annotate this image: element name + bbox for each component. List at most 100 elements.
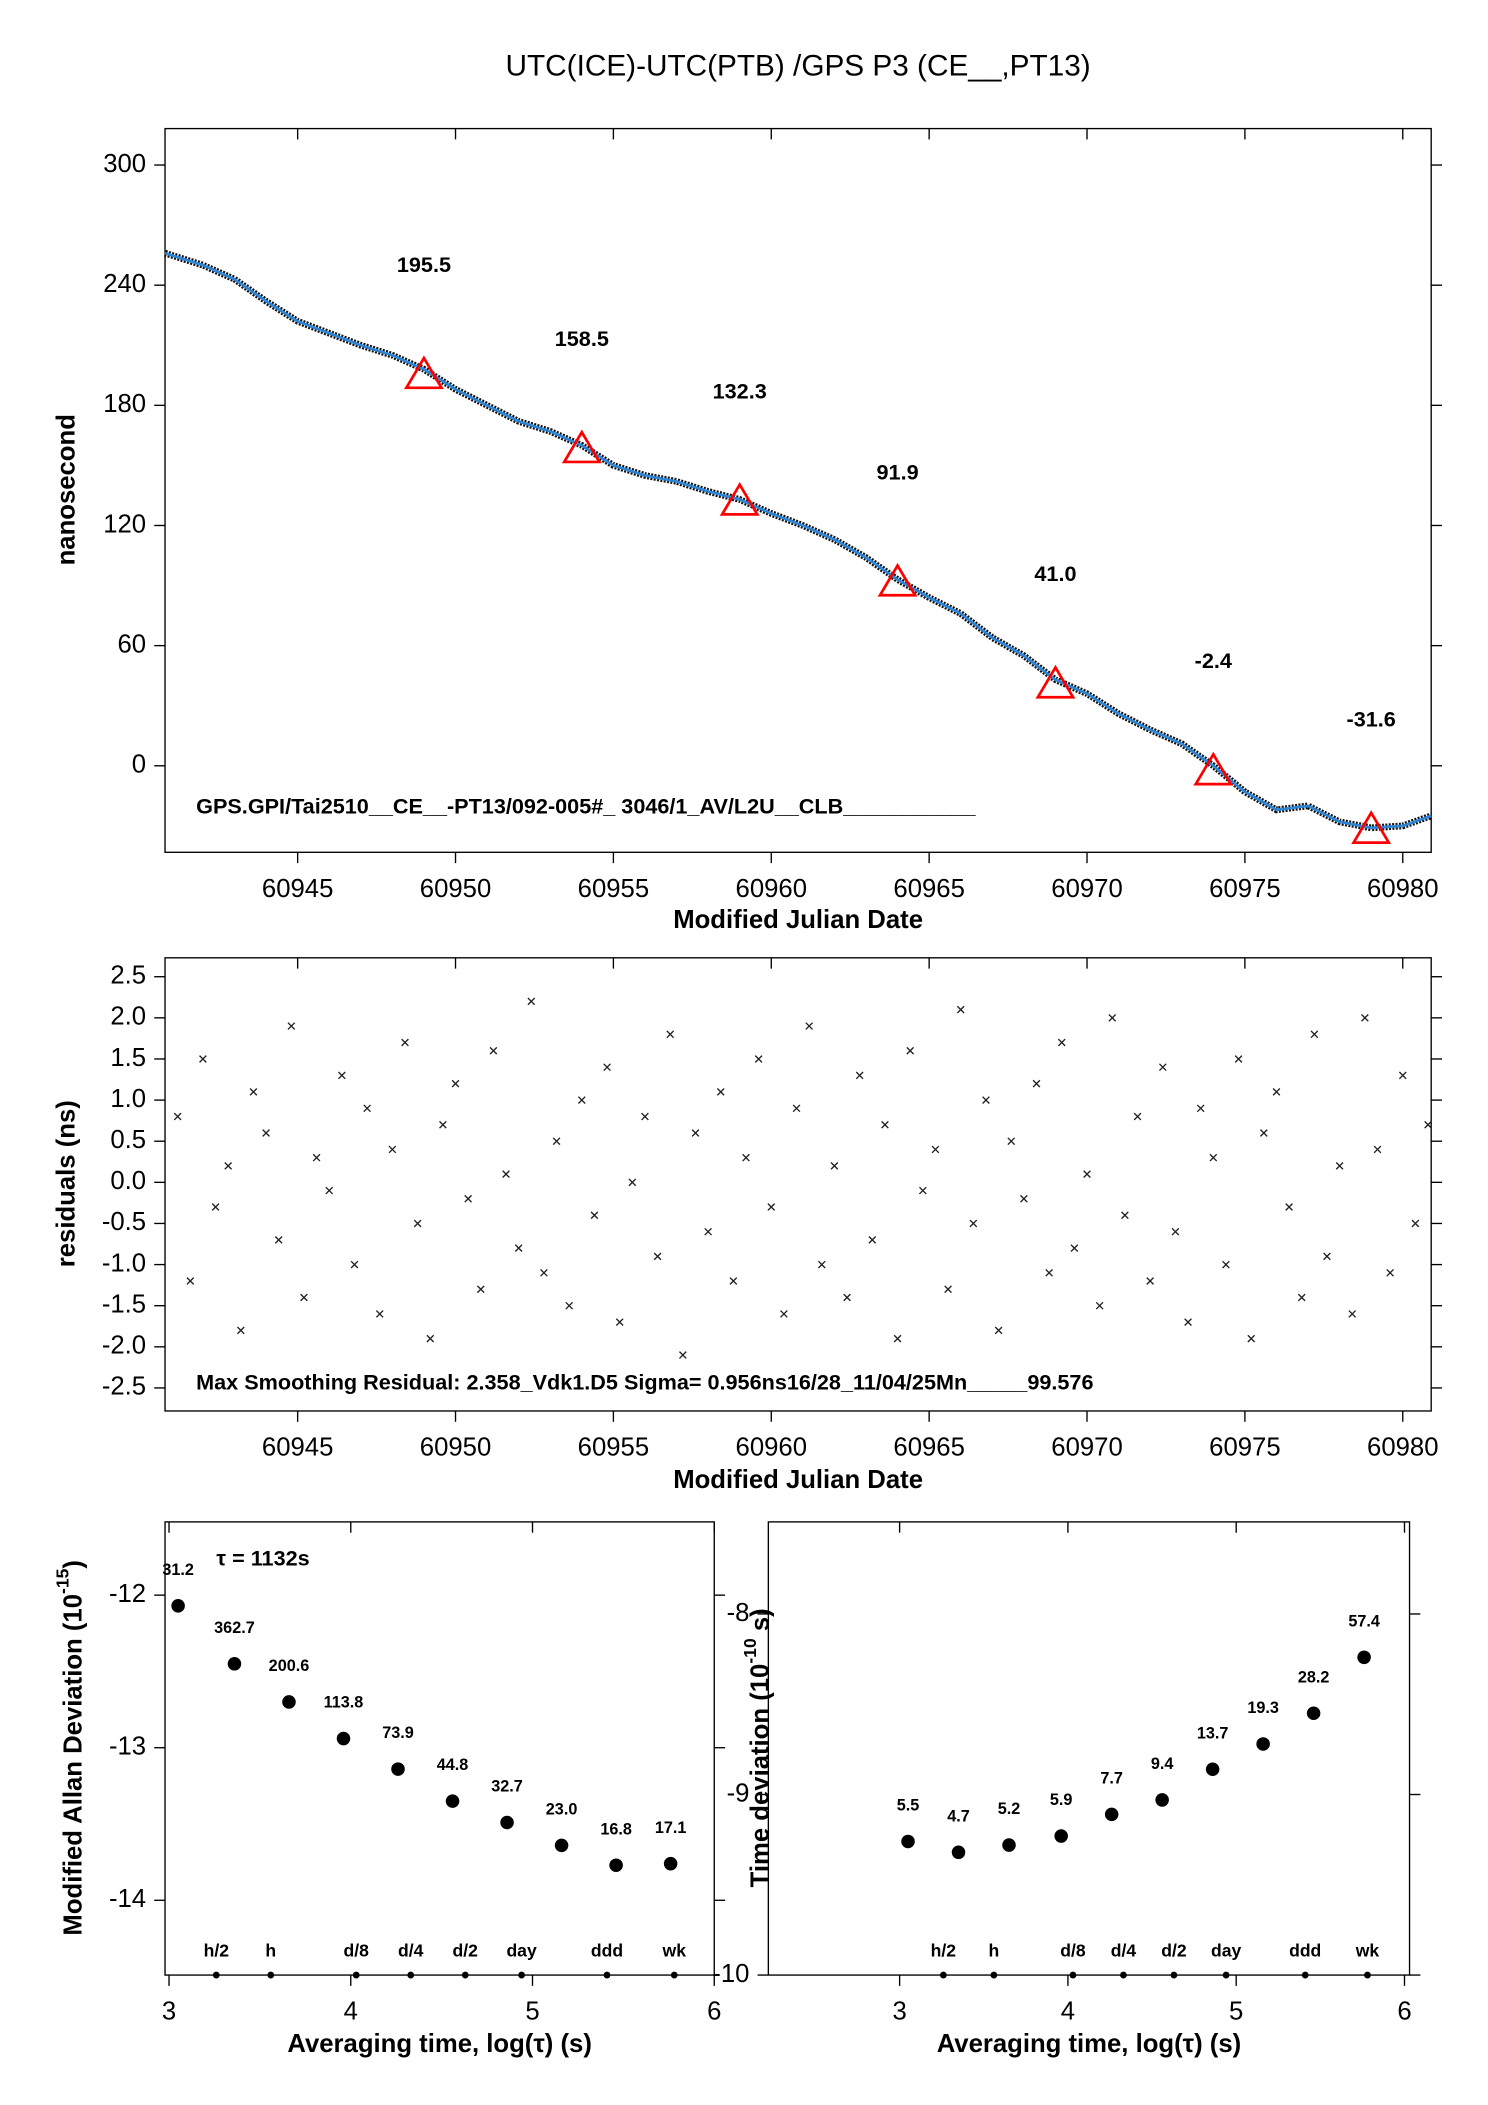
data-point xyxy=(1335,1162,1344,1170)
data-point xyxy=(211,1203,220,1211)
interval-label: h xyxy=(265,1941,276,1961)
data-point xyxy=(1146,1277,1155,1285)
data-point xyxy=(843,1293,851,1302)
interval-marker xyxy=(1069,1971,1077,1979)
triangle-marker xyxy=(719,481,760,516)
data-point xyxy=(1234,1055,1243,1063)
plot-frame xyxy=(767,1521,1411,1976)
point-label: 13.7 xyxy=(1197,1724,1229,1742)
x-tick-label: 60950 xyxy=(420,875,491,903)
data-point xyxy=(1285,1203,1293,1211)
x-tick-label: 5 xyxy=(1229,1998,1243,2026)
data-point xyxy=(1007,1137,1016,1146)
y-tick-label: 2.0 xyxy=(110,1003,146,1031)
data-point xyxy=(767,1203,776,1211)
data-point xyxy=(805,1022,814,1030)
annotation: τ = 1132s xyxy=(216,1545,309,1570)
data-point xyxy=(325,1186,334,1195)
annotation: GPS.GPI/Tai2510__CE__-PT13/092-005#_ 304… xyxy=(196,793,976,818)
data-point xyxy=(287,1022,296,1030)
interval-label: ddd xyxy=(1289,1941,1321,1961)
point-label: 31.2 xyxy=(162,1561,194,1579)
data-point xyxy=(1158,1063,1167,1072)
point-label: 23.0 xyxy=(546,1800,578,1818)
interval-label: h/2 xyxy=(204,1941,230,1961)
data-point xyxy=(489,1046,498,1055)
interval-marker xyxy=(461,1971,469,1979)
data-point xyxy=(1205,1762,1220,1777)
data-point xyxy=(1361,1013,1369,1022)
interval-marker xyxy=(1170,1971,1178,1979)
y-axis-label: residuals (ns) xyxy=(52,1100,80,1267)
y-axis-label: Time deviation (10-10 s) xyxy=(739,1608,774,1887)
data-point xyxy=(780,1310,788,1318)
data-point xyxy=(931,1145,940,1154)
interval-label: wk xyxy=(662,1941,687,1961)
data-point xyxy=(577,1096,586,1104)
point-label: 17.1 xyxy=(655,1819,687,1837)
interval-marker xyxy=(212,1971,220,1979)
triangle-marker xyxy=(1035,664,1076,699)
data-point xyxy=(451,1079,460,1088)
data-band xyxy=(164,249,1433,832)
point-label: 5.5 xyxy=(897,1797,920,1815)
y-tick-label: 0 xyxy=(132,751,146,779)
interval-marker xyxy=(670,1971,678,1979)
y-tick-label: 1.5 xyxy=(110,1044,146,1072)
x-tick-label: 4 xyxy=(1061,1998,1075,2026)
y-tick-label: -10 xyxy=(712,1960,749,1988)
interval-marker xyxy=(990,1971,998,1979)
data-point xyxy=(1306,1706,1321,1721)
x-axis-label: Averaging time, log(τ) (s) xyxy=(937,2030,1242,2058)
point-label: 362.7 xyxy=(214,1619,255,1637)
x-tick-label: 6 xyxy=(1397,1998,1411,2026)
data-point xyxy=(704,1227,712,1236)
data-point xyxy=(1386,1268,1395,1277)
data-point xyxy=(1424,1120,1432,1129)
marker-label: 158.5 xyxy=(555,326,609,351)
data-point xyxy=(224,1162,233,1170)
data-point xyxy=(502,1170,510,1178)
y-tick-label: -0.5 xyxy=(102,1208,146,1236)
triangle-marker xyxy=(877,562,918,597)
interval-marker xyxy=(1364,1971,1371,1979)
y-tick-label: 300 xyxy=(103,150,146,178)
marker-label: -2.4 xyxy=(1195,648,1232,673)
data-point xyxy=(918,1186,927,1195)
data-point xyxy=(1373,1145,1382,1154)
data-point xyxy=(262,1129,270,1137)
y-tick-label: -9 xyxy=(727,1779,750,1807)
y-tick-label: 60 xyxy=(118,630,147,658)
data-point xyxy=(830,1162,839,1170)
data-point xyxy=(1297,1293,1306,1302)
data-point xyxy=(663,1856,678,1871)
point-label: 5.9 xyxy=(1050,1791,1073,1809)
data-point xyxy=(1348,1310,1357,1318)
data-point xyxy=(666,1030,675,1039)
data-point xyxy=(969,1219,978,1228)
point-label: 44.8 xyxy=(437,1756,469,1774)
interval-label: d/2 xyxy=(1161,1941,1187,1961)
data-point xyxy=(300,1293,308,1302)
y-tick-label: 1.0 xyxy=(110,1085,146,1113)
data-line xyxy=(164,251,1432,830)
data-point xyxy=(388,1145,397,1154)
triangle-marker xyxy=(561,429,602,464)
data-point xyxy=(1133,1112,1142,1121)
data-point xyxy=(906,1046,915,1055)
data-point xyxy=(171,1599,185,1613)
interval-label: day xyxy=(1211,1941,1242,1961)
y-tick-label: -2.5 xyxy=(102,1373,146,1401)
data-point xyxy=(363,1104,371,1113)
plot-frame xyxy=(164,1521,715,1976)
x-tick-label: 60975 xyxy=(1209,875,1280,903)
y-tick-label: 0.5 xyxy=(110,1126,146,1154)
x-tick-label: 60945 xyxy=(262,1434,333,1462)
data-point xyxy=(552,1137,561,1146)
x-tick-label: 60970 xyxy=(1051,875,1122,903)
point-label: 4.7 xyxy=(947,1807,970,1825)
data-point xyxy=(956,1005,965,1014)
data-point xyxy=(1121,1211,1129,1220)
data-point xyxy=(199,1055,207,1063)
